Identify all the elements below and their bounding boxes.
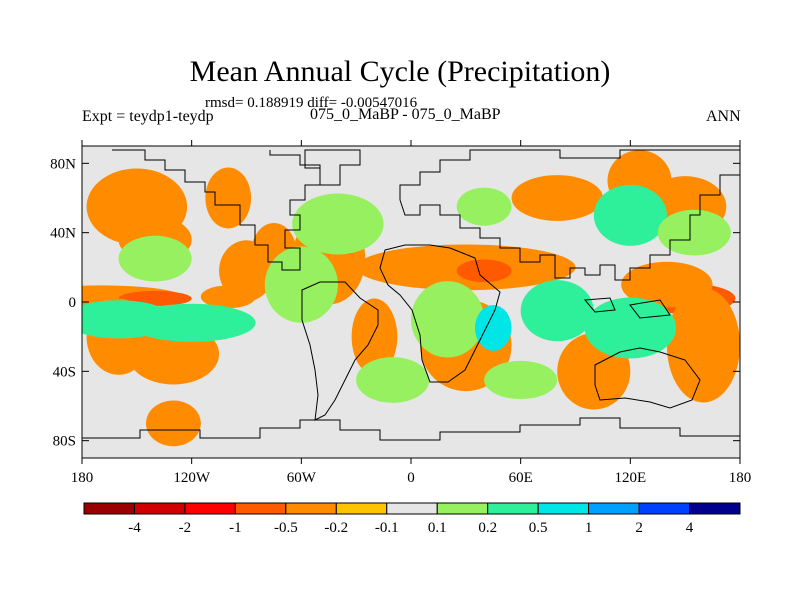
precip-region-11 <box>205 167 252 229</box>
colorbar-label-5: -0.1 <box>375 520 399 536</box>
x-tick-label-0: 180 <box>71 470 94 486</box>
precip-region-27 <box>292 193 384 255</box>
precip-region-25 <box>593 184 667 246</box>
precip-region-34 <box>456 187 512 226</box>
colorbar-box-4 <box>285 502 337 515</box>
colorbar-box-8 <box>487 502 539 515</box>
y-tick-label-2: 0 <box>69 295 77 311</box>
coastline-south-america <box>301 281 379 421</box>
y-tick-label-3: 40S <box>53 364 76 380</box>
season-label: ANN <box>706 108 741 125</box>
diff-label: diff= <box>307 95 338 111</box>
colorbar-label-2: -1 <box>229 520 242 536</box>
case-label: 075_0_MaBP - 075_0_MaBP <box>310 106 501 123</box>
x-tick-label-4: 60E <box>509 470 533 486</box>
precip-region-31 <box>520 280 594 342</box>
precip-region-26 <box>657 209 731 256</box>
colorbar-box-5 <box>335 502 388 515</box>
precip-region-22 <box>145 400 201 447</box>
stats-line: rmsd= 0.188919 diff= -0.00547016 <box>205 95 417 112</box>
colorbar-label-11: 4 <box>686 520 694 536</box>
coastline-indonesia <box>583 297 671 319</box>
precip-region-21 <box>351 298 398 375</box>
coastline-north-america <box>112 149 321 271</box>
precip-region-18 <box>666 288 740 403</box>
colorbar-box-11 <box>638 502 691 515</box>
x-tick-label-2: 60W <box>287 470 317 486</box>
precip-region-6 <box>456 259 512 283</box>
colorbar-box-0 <box>83 502 135 515</box>
coastline-greenland <box>304 149 361 186</box>
x-tick-label-1: 120W <box>173 470 211 486</box>
precip-region-32 <box>584 297 677 359</box>
precip-region-30 <box>474 305 512 351</box>
coastlines <box>82 149 740 441</box>
colorbar-label-8: 0.5 <box>529 520 548 536</box>
x-tick-label-3: 0 <box>407 470 415 486</box>
colorbar-box-2 <box>184 502 236 515</box>
precip-region-15 <box>511 175 603 221</box>
coastline-africa <box>379 244 501 383</box>
colorbar-label-9: 1 <box>585 520 593 536</box>
colorbar-label-1: -2 <box>179 520 192 536</box>
colorbar-box-6 <box>386 502 438 515</box>
colorbar-box-12 <box>689 502 741 515</box>
x-tick-label-5: 120E <box>614 470 646 486</box>
colorbar-box-7 <box>436 502 489 515</box>
colorbar-box-9 <box>537 502 590 515</box>
y-tick-label-1: 40N <box>50 226 76 242</box>
coastline-antarctica <box>82 417 740 441</box>
map-axes: 180 120W 60W 0 60E 120E 180 80N 40N 0 40S 80S <box>50 140 751 486</box>
experiment-label: Expt = teydp1-teydp <box>82 108 214 125</box>
colorbar: -4 -2 -1 -0.5 -0.2 -0.1 0.1 0.2 0.5 1 2 4 <box>83 502 741 536</box>
coastline-eurasia <box>399 149 740 281</box>
precip-region-24 <box>127 303 256 342</box>
precip-region-36 <box>484 360 558 400</box>
colorbar-label-7: 0.2 <box>478 520 497 536</box>
precip-region-35 <box>356 357 430 403</box>
colorbar-label-6: 0.1 <box>428 520 447 536</box>
colorbar-box-10 <box>588 502 640 515</box>
colorbar-label-0: -4 <box>128 520 141 536</box>
diff-value: -0.00547016 <box>340 95 418 111</box>
x-tick-label-6: 180 <box>729 470 752 486</box>
precip-region-33 <box>118 235 192 282</box>
colorbar-label-3: -0.5 <box>274 520 298 536</box>
chart-title: Mean Annual Cycle (Precipitation) <box>189 55 611 88</box>
precip-region-28 <box>264 246 338 323</box>
colorbar-label-4: -0.2 <box>324 520 348 536</box>
rmsd-value: 0.188919 <box>247 95 304 111</box>
y-tick-label-4: 80S <box>53 434 76 450</box>
colorbar-label-10: 2 <box>635 520 643 536</box>
rmsd-label: rmsd= <box>205 95 244 111</box>
precip-region-29 <box>411 281 485 358</box>
colorbar-box-1 <box>133 502 186 515</box>
colorbar-box-3 <box>234 502 287 515</box>
coastline-australia <box>594 347 701 409</box>
y-tick-label-0: 80N <box>50 156 76 172</box>
precip-field <box>82 150 740 447</box>
